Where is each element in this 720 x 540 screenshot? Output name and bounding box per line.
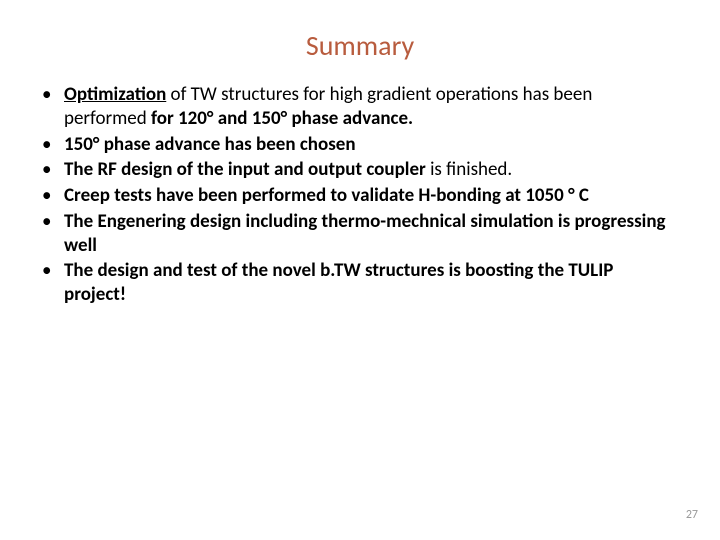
bullet-item: 150° phase advance has been chosen [42, 133, 670, 157]
page-number: 27 [686, 508, 698, 522]
bullet-item: The RF design of the input and output co… [42, 158, 670, 182]
bullet-item: The design and test of the novel b.TW st… [42, 259, 670, 307]
bullet-text-part: The RF design of the input and output co… [64, 158, 426, 181]
bullet-text-part: The Engenering design including thermo-m… [64, 210, 666, 257]
bullet-item: Optimization of TW structures for high g… [42, 83, 670, 131]
bullet-item: Creep tests have been performed to valid… [42, 184, 670, 208]
bullet-text-part: for 120° and 150° phase advance. [151, 107, 413, 130]
bullet-list: Optimization of TW structures for high g… [0, 83, 720, 307]
bullet-text-part: Creep tests have been performed to valid… [64, 184, 589, 207]
bullet-text-part: The design and test of the novel b.TW st… [64, 259, 613, 306]
bullet-text-part: Optimization [64, 83, 166, 106]
bullet-text-part: is finished. [426, 158, 512, 181]
slide-title: Summary [0, 0, 720, 83]
bullet-text-part: 150° phase advance has been chosen [64, 133, 356, 156]
bullet-item: The Engenering design including thermo-m… [42, 210, 670, 258]
